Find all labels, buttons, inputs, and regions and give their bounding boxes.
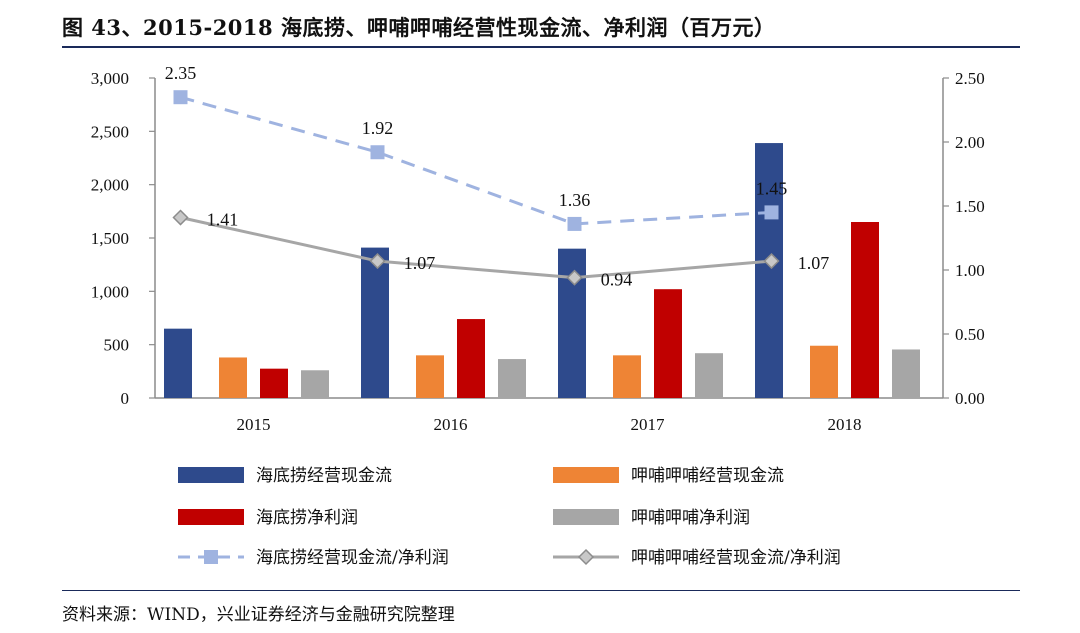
legend-swatch xyxy=(553,467,619,483)
bar xyxy=(851,222,879,398)
x-tick-label: 2015 xyxy=(237,415,271,434)
data-label: 0.94 xyxy=(601,270,633,290)
bar xyxy=(457,319,485,398)
legend-label: 海底捞经营现金流/净利润 xyxy=(256,548,449,568)
x-tick-label: 2017 xyxy=(631,415,666,434)
bars xyxy=(164,143,920,398)
right-tick-label: 2.00 xyxy=(955,133,985,152)
left-tick-label: 2,500 xyxy=(91,122,129,141)
right-tick-label: 1.50 xyxy=(955,197,985,216)
left-tick-label: 500 xyxy=(104,336,130,355)
left-tick-label: 1,000 xyxy=(91,282,129,301)
line-point xyxy=(763,252,780,270)
line-point xyxy=(173,90,188,105)
data-label: 1.36 xyxy=(559,190,591,210)
bar xyxy=(164,328,192,398)
data-label: 1.45 xyxy=(756,178,788,198)
title-divider xyxy=(62,46,1020,48)
legend-label: 呷哺呷哺净利润 xyxy=(631,508,750,528)
bar xyxy=(654,289,682,398)
right-tick-label: 0.50 xyxy=(955,325,985,344)
line-point xyxy=(172,209,189,226)
legend-swatch xyxy=(553,509,619,525)
bar xyxy=(361,247,389,398)
legend-marker xyxy=(204,550,218,564)
legend-label: 海底捞经营现金流 xyxy=(256,466,392,486)
legend-marker xyxy=(577,548,595,566)
left-tick-label: 0 xyxy=(121,389,130,408)
line-point xyxy=(567,216,582,231)
right-tick-label: 0.00 xyxy=(955,389,985,408)
data-label: 1.07 xyxy=(798,253,830,273)
left-tick-label: 2,000 xyxy=(91,176,129,195)
bar xyxy=(498,359,526,398)
data-label: 2.35 xyxy=(165,63,197,83)
left-tick-label: 1,500 xyxy=(91,229,129,248)
legend-swatch xyxy=(178,509,244,525)
data-label: 1.92 xyxy=(362,118,394,138)
bar xyxy=(260,368,288,398)
bar xyxy=(695,353,723,398)
combo-chart: 0 500 1,000 1,500 2,000 2,500 3,000 0.00 0.50 1.0… xyxy=(91,63,985,568)
source-divider xyxy=(62,590,1020,591)
series-line xyxy=(180,95,772,226)
bar xyxy=(219,357,247,398)
x-tick-label: 2016 xyxy=(434,415,468,434)
bar xyxy=(301,370,329,398)
right-tick-label: 2.50 xyxy=(955,69,985,88)
ratio-lines: 2.35 1.92 1.36 1.45 1.41 1.07 0.94 1.07 xyxy=(165,63,830,289)
legend-swatch xyxy=(178,467,244,483)
line-point xyxy=(764,205,779,220)
legend-label: 海底捞净利润 xyxy=(256,508,358,528)
right-tick-label: 1.00 xyxy=(955,261,985,280)
legend-label: 呷哺呷哺经营现金流/净利润 xyxy=(631,548,841,568)
bar xyxy=(613,355,641,398)
bar xyxy=(416,355,444,398)
series-line xyxy=(180,216,772,280)
line-point xyxy=(566,269,583,286)
bar xyxy=(755,143,783,398)
line-point xyxy=(370,145,385,160)
bar xyxy=(892,349,920,398)
data-label: 1.07 xyxy=(404,253,436,273)
source-note: 资料来源：WIND，兴业证券经济与金融研究院整理 xyxy=(62,605,455,625)
legend-label: 呷哺呷哺经营现金流 xyxy=(631,466,784,486)
left-tick-label: 3,000 xyxy=(91,69,129,88)
data-label: 1.41 xyxy=(207,210,239,230)
line-point xyxy=(369,252,386,270)
x-tick-label: 2018 xyxy=(828,415,862,434)
chart-title: 图 43、2015-2018 海底捞、呷哺呷哺经营性现金流、净利润（百万元） xyxy=(62,15,776,40)
bar xyxy=(558,248,586,398)
bar xyxy=(810,345,838,398)
